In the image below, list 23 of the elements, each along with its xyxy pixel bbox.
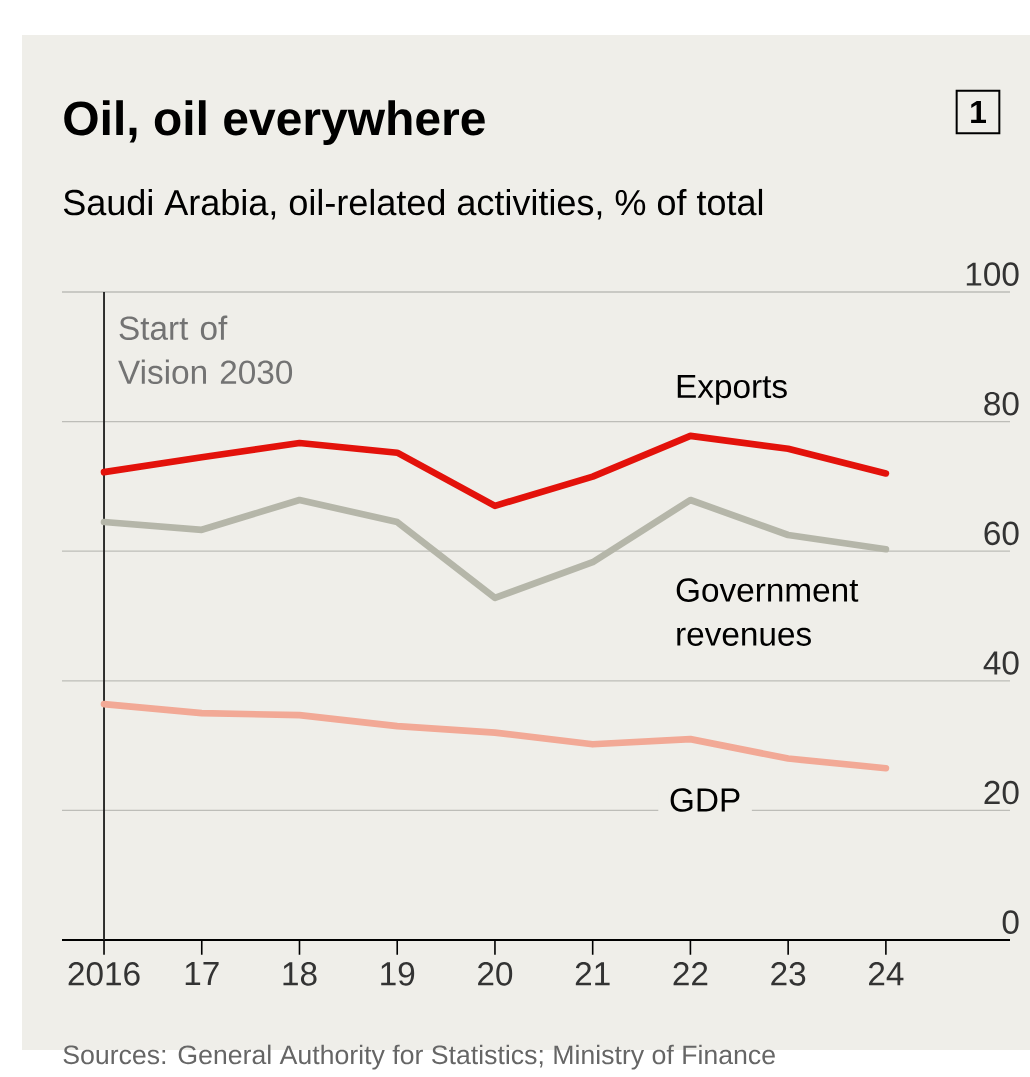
- x-tick-label: 19: [381, 962, 415, 986]
- x-tick-label: 24: [869, 962, 904, 986]
- x-tick-label: 21: [575, 962, 610, 986]
- series-label: Government revenues: [676, 578, 859, 646]
- series-label: GDP: [670, 788, 740, 812]
- y-tick-label: 40: [983, 651, 1019, 675]
- text: 1: [971, 100, 986, 123]
- y-tick-label: 80: [984, 391, 1019, 416]
- chart-subtitle: Saudi Arabia, oil-related activities, % of total: [63, 188, 763, 220]
- y-tick-label: 100: [966, 262, 1019, 286]
- x-tick-label: 22: [673, 962, 708, 986]
- x-tick-label: 18: [283, 962, 317, 986]
- y-tick-label: 60: [984, 521, 1019, 546]
- ref-line-label: Start of Vision 2030: [118, 315, 293, 385]
- y-tick-label: 0: [1002, 910, 1019, 934]
- source-note: Sources: General Authority for Statistics; Ministry of Finance: [63, 1044, 775, 1070]
- chart-title: Oil, oil everywhere: [64, 100, 485, 145]
- x-tick-label: 2016: [68, 962, 140, 986]
- y-tick-label: 20: [984, 780, 1019, 805]
- x-tick-label: 20: [478, 962, 513, 986]
- series-label: Exports: [677, 374, 787, 405]
- x-tick-label: 17: [185, 962, 219, 985]
- x-tick-label: 23: [771, 962, 806, 986]
